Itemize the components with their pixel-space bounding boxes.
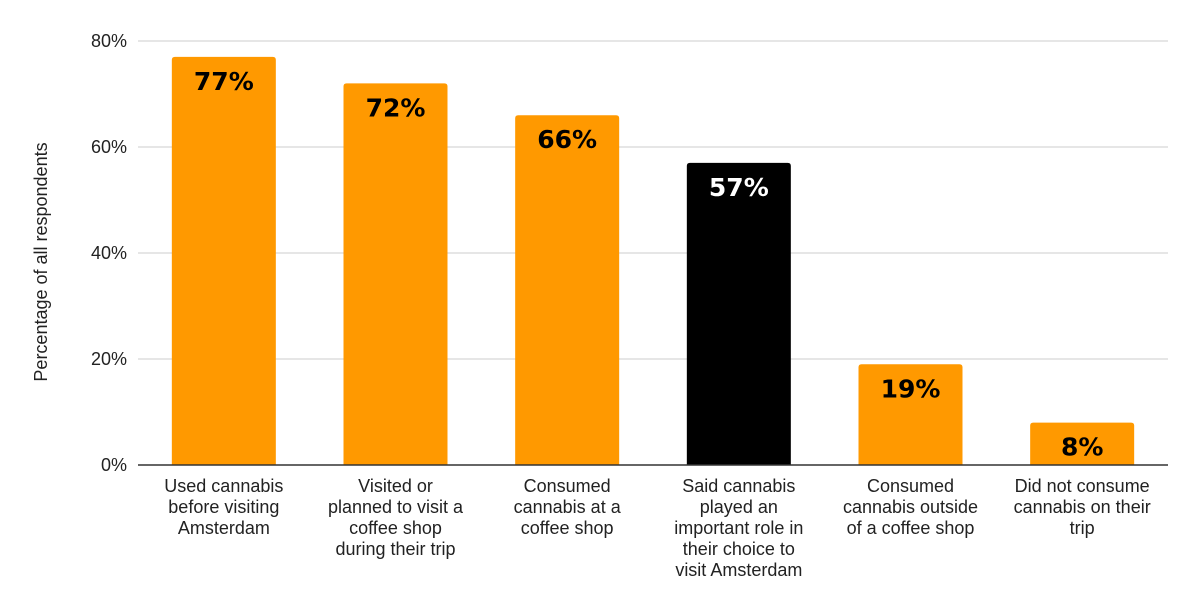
- data-label: 8%: [1061, 433, 1103, 462]
- bar: [1030, 422, 1135, 465]
- bar: [343, 83, 448, 466]
- x-category-label: Said cannabis played an important role in t…: [674, 476, 803, 580]
- data-label: 77%: [194, 67, 254, 96]
- bar: [171, 56, 276, 466]
- data-label: 66%: [537, 125, 597, 154]
- bars: [171, 56, 1135, 466]
- bar: [686, 162, 791, 465]
- y-tick-label: 40%: [91, 243, 127, 263]
- y-tick-label: 80%: [91, 31, 127, 51]
- gridlines: [138, 40, 1168, 360]
- x-category-label: Did not consume cannabis on their trip: [1014, 476, 1151, 538]
- labels: 0% 20% 40% 60% 80% 77% Used cannabis before vis…: [91, 31, 1151, 580]
- bar: [858, 364, 963, 465]
- y-tick-label: 20%: [91, 349, 127, 369]
- x-category-label: Used cannabis before visiting Amsterdam: [164, 476, 283, 538]
- data-label: 19%: [881, 374, 941, 403]
- bar: [515, 115, 620, 465]
- y-tick-label: 0%: [101, 455, 127, 475]
- y-tick-label: 60%: [91, 137, 127, 157]
- x-category-label: Consumed cannabis outside of a coffee shop: [843, 476, 978, 538]
- data-label: 57%: [709, 173, 769, 202]
- x-category-label: Consumed cannabis at a coffee shop: [514, 476, 622, 538]
- data-label: 72%: [366, 93, 426, 122]
- y-axis-title: Percentage of all respondents: [31, 142, 51, 381]
- x-category-label: Visited or planned to visit a coffee shop d…: [328, 476, 464, 559]
